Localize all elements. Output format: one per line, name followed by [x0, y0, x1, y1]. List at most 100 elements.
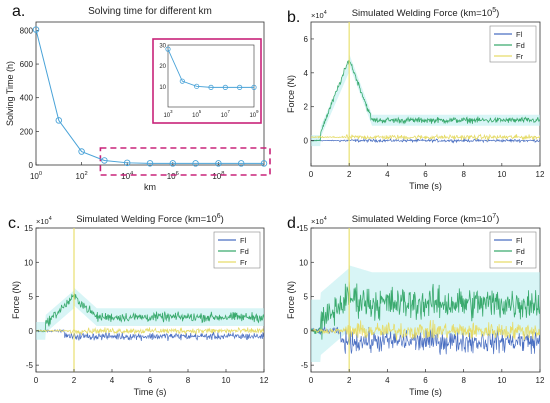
x-tick-label: 12 — [260, 376, 269, 385]
chart-title-end: ) — [496, 214, 499, 225]
chart-title-text: Simulated Welding Force (km=10 — [76, 214, 217, 225]
x-tick-label: 2 — [72, 376, 77, 385]
x-tick-label: 4 — [110, 376, 115, 385]
y-tick-label: 15 — [24, 224, 33, 233]
x-axis-label: Time (s) — [409, 181, 442, 191]
chart-title-exponent: 5 — [492, 7, 496, 14]
y-tick-label-a: 600 — [20, 60, 34, 69]
x-tick-label: 10 — [497, 170, 506, 179]
axis-multiplier: ×104 — [311, 216, 327, 226]
panel-label: c. — [8, 215, 20, 232]
chart-title: Simulated Welding Force (km=105) — [352, 7, 500, 19]
inset-y-tick-label-a: 30 — [159, 44, 166, 50]
axis-multiplier: ×104 — [311, 10, 327, 20]
x-tick-label-a-exponent: 4 — [130, 171, 134, 177]
x-tick-label: 8 — [461, 170, 466, 179]
x-tick-label-a-exponent: 0 — [39, 171, 42, 177]
x-tick-label: 12 — [536, 170, 545, 179]
data-point-a — [237, 160, 245, 167]
y-tick-label-a: 800 — [20, 26, 34, 35]
x-tick-label: 0 — [309, 170, 314, 179]
axis-multiplier-base: ×10 — [36, 217, 49, 226]
inset-data-point-a — [237, 84, 243, 90]
y-tick-label: 5 — [29, 293, 34, 302]
x-tick-label-a-exponent: 8 — [221, 171, 224, 177]
legend-label: Fl — [516, 30, 523, 39]
data-point-a — [215, 160, 222, 167]
inset-x-tick-label-a-exponent: 5 — [199, 109, 202, 114]
panel-c: c. Simulated Welding Force (km=106)×104-5… — [8, 213, 269, 397]
y-tick-label: 6 — [304, 35, 309, 44]
panel-a: a. Solving time for different km020040060… — [5, 3, 271, 192]
x-tick-label: 6 — [423, 170, 428, 179]
y-tick-label: 4 — [304, 69, 309, 78]
x-axis-label: Time (s) — [134, 387, 167, 397]
x-tick-label-a-base: 10 — [167, 172, 176, 181]
data-point-a — [260, 160, 268, 167]
x-tick-label: 4 — [385, 376, 390, 385]
legend-label: Fd — [516, 41, 525, 50]
data-point-a — [101, 157, 108, 164]
y-tick-label-a: 400 — [20, 94, 34, 103]
legend-label: Fr — [516, 52, 524, 61]
inset-x-tick-label-a: 103 — [163, 109, 173, 119]
x-tick-label: 10 — [497, 376, 506, 385]
inset-x-tick-label-a-base: 10 — [192, 113, 199, 119]
x-tick-label-a-base: 10 — [212, 172, 221, 181]
inset-data-point-a — [165, 46, 171, 52]
inset-x-tick-label-a: 107 — [221, 109, 231, 119]
x-tick-label-a: 106 — [167, 171, 179, 181]
inset-y-tick-label-a: 10 — [159, 85, 166, 91]
y-tick-label: 0 — [29, 327, 34, 336]
x-tick-label-a: 102 — [76, 171, 88, 181]
chart-title-text: Simulated Welding Force (km=10 — [352, 214, 493, 225]
panel-d: d. Simulated Welding Force (km=107)×104-5… — [286, 213, 545, 397]
x-tick-label: 2 — [347, 376, 352, 385]
x-tick-label: 6 — [423, 376, 428, 385]
chart-title: Simulated Welding Force (km=106) — [76, 213, 224, 225]
plot-area — [311, 22, 540, 166]
legend-label: Fr — [240, 258, 248, 267]
x-tick-label: 10 — [222, 376, 231, 385]
legend-label: Fd — [240, 247, 249, 256]
x-tick-label-a-exponent: 2 — [84, 171, 87, 177]
chart-title-end: ) — [221, 214, 224, 225]
axis-multiplier-exponent: 4 — [324, 10, 327, 16]
chart-title: Simulated Welding Force (km=107) — [352, 213, 500, 225]
inset-x-tick-label-a: 109 — [249, 109, 259, 119]
panel-label: d. — [287, 215, 300, 232]
inset-data-point-a — [179, 78, 185, 84]
y-axis-label: Force (N) — [286, 281, 296, 319]
axis-multiplier-base: ×10 — [311, 217, 324, 226]
x-tick-label-a: 100 — [30, 171, 42, 181]
y-tick-label: 5 — [304, 293, 309, 302]
series-line-a — [35, 29, 264, 164]
x-axis-label-a: km — [144, 182, 156, 192]
y-tick-label-a: 0 — [29, 161, 34, 170]
x-tick-label: 12 — [536, 376, 545, 385]
y-tick-label: 10 — [299, 258, 308, 267]
data-point-a — [169, 160, 177, 167]
panel-b: b. Simulated Welding Force (km=105)×10402… — [286, 7, 545, 191]
x-tick-label-a-base: 10 — [76, 172, 85, 181]
data-point-a — [192, 160, 199, 167]
chart-title-a: Solving time for different km — [88, 6, 212, 17]
inset-x-tick-label-a-base: 10 — [163, 113, 170, 119]
axis-multiplier-base: ×10 — [311, 11, 324, 20]
x-tick-label-a-exponent: 6 — [176, 171, 179, 177]
y-axis-label: Force (N) — [11, 281, 21, 319]
inset-x-tick-label-a: 105 — [192, 109, 202, 119]
inset-x-tick-label-a-exponent: 7 — [227, 109, 230, 114]
x-tick-label: 8 — [461, 376, 466, 385]
data-point-a — [78, 148, 85, 155]
legend-label: Fl — [516, 236, 523, 245]
plot-area — [36, 228, 264, 372]
axis-multiplier-exponent: 4 — [49, 216, 52, 222]
y-axis-label: Force (N) — [286, 75, 296, 113]
inset-y-tick-label-a: 20 — [159, 64, 166, 70]
x-axis-label: Time (s) — [409, 387, 442, 397]
inset-x-tick-label-a-exponent: 3 — [170, 109, 173, 114]
chart-title-exponent: 7 — [492, 213, 496, 220]
y-tick-label: -5 — [301, 361, 309, 370]
